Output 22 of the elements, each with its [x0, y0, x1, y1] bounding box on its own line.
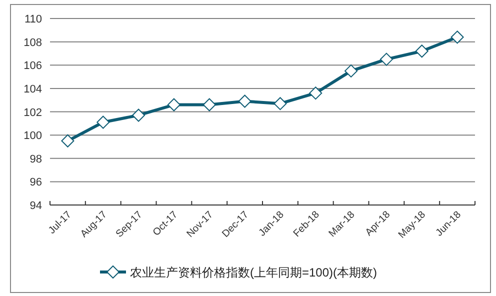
point [61, 134, 74, 148]
y-tick-label: 98 [30, 153, 42, 166]
legend: 农业生产资料价格指数(上年同期=100)(本期数) [100, 265, 378, 280]
point [167, 98, 180, 112]
point [96, 116, 110, 129]
y-tick-label: 102 [24, 106, 42, 119]
point [380, 52, 393, 66]
point [309, 86, 322, 100]
y-tick-label: 106 [24, 60, 42, 72]
point [202, 98, 216, 112]
y-tick-label: 96 [30, 176, 42, 189]
point [344, 64, 358, 78]
point [274, 97, 287, 110]
point [450, 30, 464, 44]
y-tick-label: 100 [24, 130, 42, 142]
point [415, 44, 428, 58]
y-tick-label: 104 [24, 83, 42, 96]
y-tick-label: 110 [24, 14, 42, 26]
y-tick-label: 94 [30, 200, 42, 212]
point [132, 108, 146, 122]
point [238, 94, 252, 108]
y-tick-label: 108 [24, 36, 42, 49]
